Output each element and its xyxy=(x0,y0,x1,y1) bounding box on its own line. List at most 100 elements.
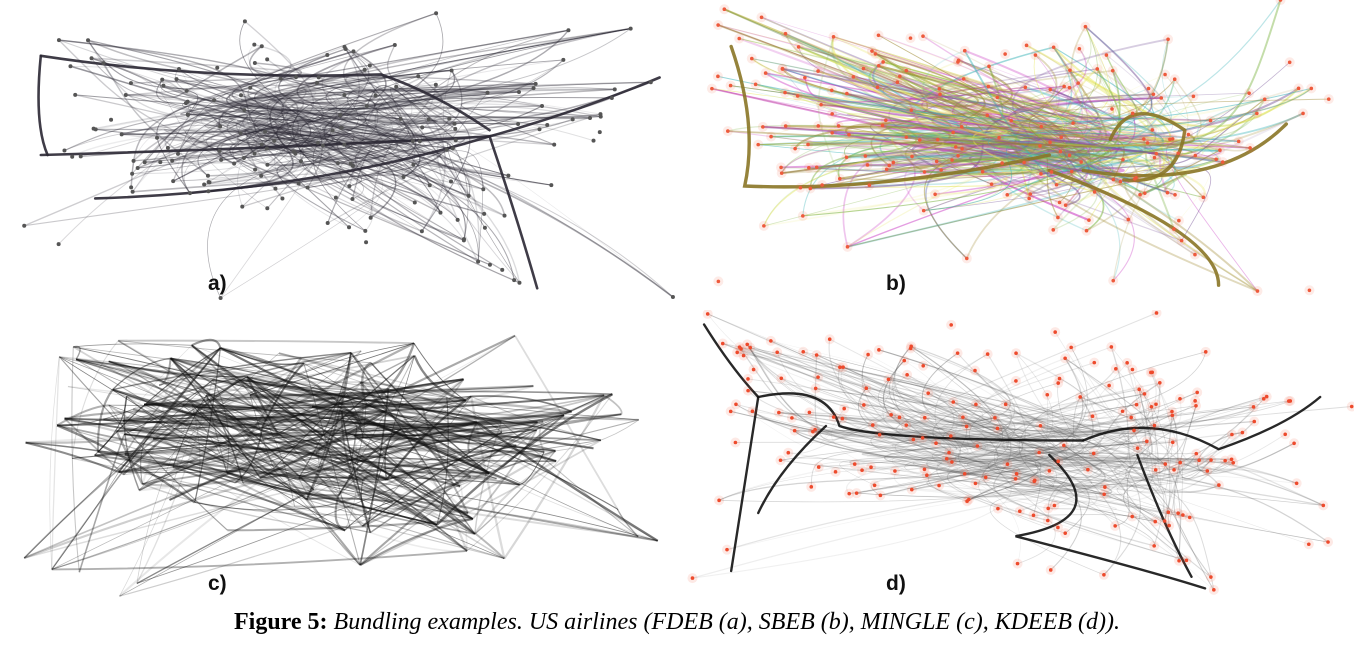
airport-node xyxy=(170,158,175,163)
bundled-edge xyxy=(261,134,366,232)
bundled-edge xyxy=(367,355,415,515)
airport-node xyxy=(801,349,806,354)
bundled-edge xyxy=(169,357,361,566)
bundled-edge xyxy=(899,442,1021,564)
bundled-edge xyxy=(130,75,536,85)
bundled-edge xyxy=(353,434,474,520)
airport-node xyxy=(1152,423,1157,428)
bundled-edge xyxy=(71,457,505,560)
bundled-edge xyxy=(1001,156,1121,281)
airport-node xyxy=(1176,151,1180,156)
bundled-edge xyxy=(196,405,461,488)
bundled-edge xyxy=(266,94,374,232)
bundled-edge xyxy=(182,404,228,473)
airport-node xyxy=(933,192,937,197)
bundled-edge xyxy=(857,387,1165,522)
airport-node xyxy=(1193,153,1198,158)
bundled-edge xyxy=(739,37,1265,119)
airport-node xyxy=(338,113,343,118)
airport-node xyxy=(860,468,864,473)
bundled-edge xyxy=(804,77,1065,103)
airport-node xyxy=(830,112,834,116)
airport-node xyxy=(716,279,721,284)
bundled-edge xyxy=(986,85,1068,149)
airport-node xyxy=(648,80,653,85)
airport-node xyxy=(889,412,893,417)
bundled-edge xyxy=(888,378,999,500)
bundled-edge xyxy=(162,69,452,102)
bundled-edge xyxy=(975,372,1157,484)
caption-label: Figure 5: xyxy=(233,609,328,635)
bundled-edge xyxy=(23,467,307,560)
airport-node xyxy=(950,460,954,464)
airport-node xyxy=(540,103,545,108)
airport-node xyxy=(722,7,727,12)
airport-node xyxy=(838,365,842,370)
bundled-edge xyxy=(306,436,364,500)
airport-node xyxy=(1032,479,1037,484)
bundled-edge xyxy=(952,0,1282,161)
airport-node xyxy=(964,424,969,429)
airport-node xyxy=(1255,111,1259,116)
bundled-edge xyxy=(214,51,395,149)
caption-text: Bundling examples. US airlines (FDEB (a)… xyxy=(333,609,1121,635)
bundled-edge xyxy=(172,466,346,532)
airport-node xyxy=(502,213,507,218)
bundled-edge xyxy=(75,94,612,111)
bundled-edge xyxy=(1034,406,1254,482)
airport-node xyxy=(1102,492,1106,497)
bundled-edge xyxy=(167,100,276,159)
bundled-edge xyxy=(392,501,473,520)
airport-node xyxy=(364,103,369,108)
bundled-edge xyxy=(240,70,463,137)
bundled-edge xyxy=(770,340,1044,440)
bundled-edge xyxy=(103,419,471,478)
bundled-edge xyxy=(142,468,275,487)
airport-node xyxy=(1058,149,1063,154)
airport-node xyxy=(1231,460,1236,465)
bundled-edge xyxy=(939,93,1257,134)
bundled-edge xyxy=(879,401,1019,448)
bundled-edge xyxy=(888,69,1182,242)
bundled-edge xyxy=(254,76,515,281)
bundled-edge xyxy=(173,111,456,182)
bundled-edge xyxy=(194,501,369,516)
airport-node xyxy=(759,15,764,20)
bundled-edge xyxy=(124,433,364,481)
bundled-edge xyxy=(1196,98,1265,160)
airport-node xyxy=(1152,155,1157,160)
airport-node xyxy=(591,138,596,143)
bundled-edge xyxy=(112,388,461,488)
bundled-edge xyxy=(144,130,300,163)
bundled-edge xyxy=(51,477,299,570)
bundled-edge xyxy=(180,69,452,116)
bundled-edge xyxy=(910,345,1155,547)
airport-node xyxy=(1045,392,1050,397)
bundled-edge xyxy=(1064,357,1295,472)
bundled-edge xyxy=(132,174,431,193)
bundled-edge xyxy=(946,458,1297,484)
airport-node xyxy=(1306,542,1311,547)
bundled-edge xyxy=(95,128,424,153)
bundled-edge xyxy=(937,138,1061,175)
airport-node xyxy=(1045,518,1050,523)
bundled-edge xyxy=(191,338,222,349)
airport-node xyxy=(1167,523,1171,528)
bundled-edge xyxy=(57,394,605,427)
bundled-edge xyxy=(196,406,517,446)
bundled-edge xyxy=(208,69,365,193)
bundled-edge xyxy=(172,394,207,468)
bundled-edge xyxy=(118,426,263,473)
airport-node xyxy=(1145,439,1149,444)
bundled-edge xyxy=(746,344,911,444)
bundled-edge xyxy=(205,395,228,473)
airport-node xyxy=(1000,161,1004,165)
bundled-edge xyxy=(1112,160,1173,281)
bundled-edge xyxy=(880,353,1026,496)
bundled-edge xyxy=(846,86,1165,159)
bundled-edge xyxy=(291,92,488,188)
bundled-edge xyxy=(817,376,984,491)
bundled-edge xyxy=(1015,353,1105,475)
bundled-edge xyxy=(64,124,674,298)
bundled-edge xyxy=(248,28,631,154)
